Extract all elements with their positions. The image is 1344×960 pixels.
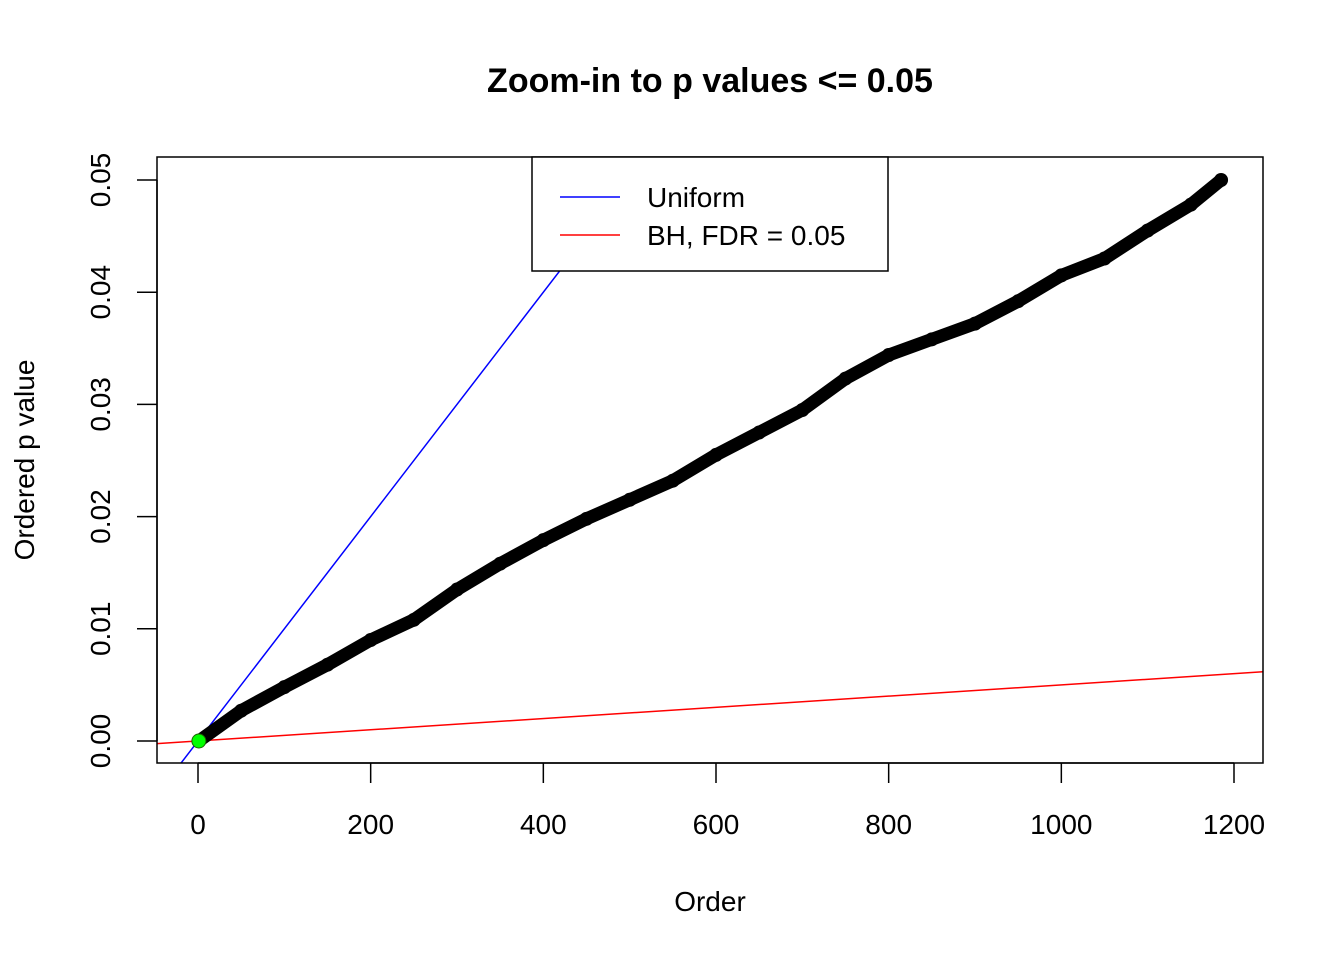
x-tick-label: 800	[865, 809, 912, 840]
p-value-point	[881, 348, 896, 363]
legend-box	[531, 156, 889, 272]
p-value-point	[1011, 294, 1026, 309]
line-uniform	[180, 157, 649, 763]
x-tick-label: 1000	[1030, 809, 1092, 840]
p-value-point	[536, 533, 551, 548]
p-value-point	[406, 612, 421, 627]
p-value-point	[320, 657, 335, 672]
p-value-point	[622, 492, 637, 507]
p-value-point	[234, 703, 249, 718]
legend-bh-label: BH, FDR = 0.05	[647, 220, 845, 251]
y-tick-label: 0.00	[85, 714, 116, 769]
p-value-point	[1054, 268, 1069, 283]
p-value-point	[1214, 173, 1229, 187]
y-tick-label: 0.03	[85, 377, 116, 432]
x-tick-label: 400	[520, 809, 567, 840]
y-tick-label: 0.01	[85, 602, 116, 657]
y-tick-label: 0.05	[85, 153, 116, 208]
p-value-point	[277, 680, 292, 695]
p-value-point	[363, 633, 378, 648]
x-tick-label: 0	[190, 809, 206, 840]
p-value-point	[665, 473, 680, 488]
y-tick-label: 0.04	[85, 265, 116, 320]
x-tick-label: 1200	[1203, 809, 1265, 840]
p-value-point	[924, 332, 939, 347]
highlight-point	[191, 733, 207, 749]
x-tick-label: 600	[693, 809, 740, 840]
p-value-point	[709, 447, 723, 462]
p-value-point	[795, 403, 810, 418]
p-value-point	[968, 316, 982, 331]
x-tick-label: 200	[347, 809, 394, 840]
x-axis-label: Order	[674, 886, 746, 917]
legend-uniform-label: Uniform	[647, 182, 745, 213]
y-tick-label: 0.02	[85, 489, 116, 544]
p-value-point	[1183, 197, 1198, 212]
p-value-point	[493, 556, 508, 571]
p-value-point	[579, 511, 594, 526]
legend: Uniform BH, FDR = 0.05	[531, 156, 889, 272]
p-value-point	[752, 425, 767, 440]
p-value-point	[450, 582, 464, 597]
p-value-point	[1140, 223, 1155, 238]
p-value-point	[838, 371, 853, 386]
y-axis-label: Ordered p value	[9, 360, 40, 561]
line-bh-fdr-0-05	[157, 671, 1263, 745]
chart-title: Zoom-in to p values <= 0.05	[487, 62, 933, 100]
p-value-point	[1097, 251, 1112, 266]
